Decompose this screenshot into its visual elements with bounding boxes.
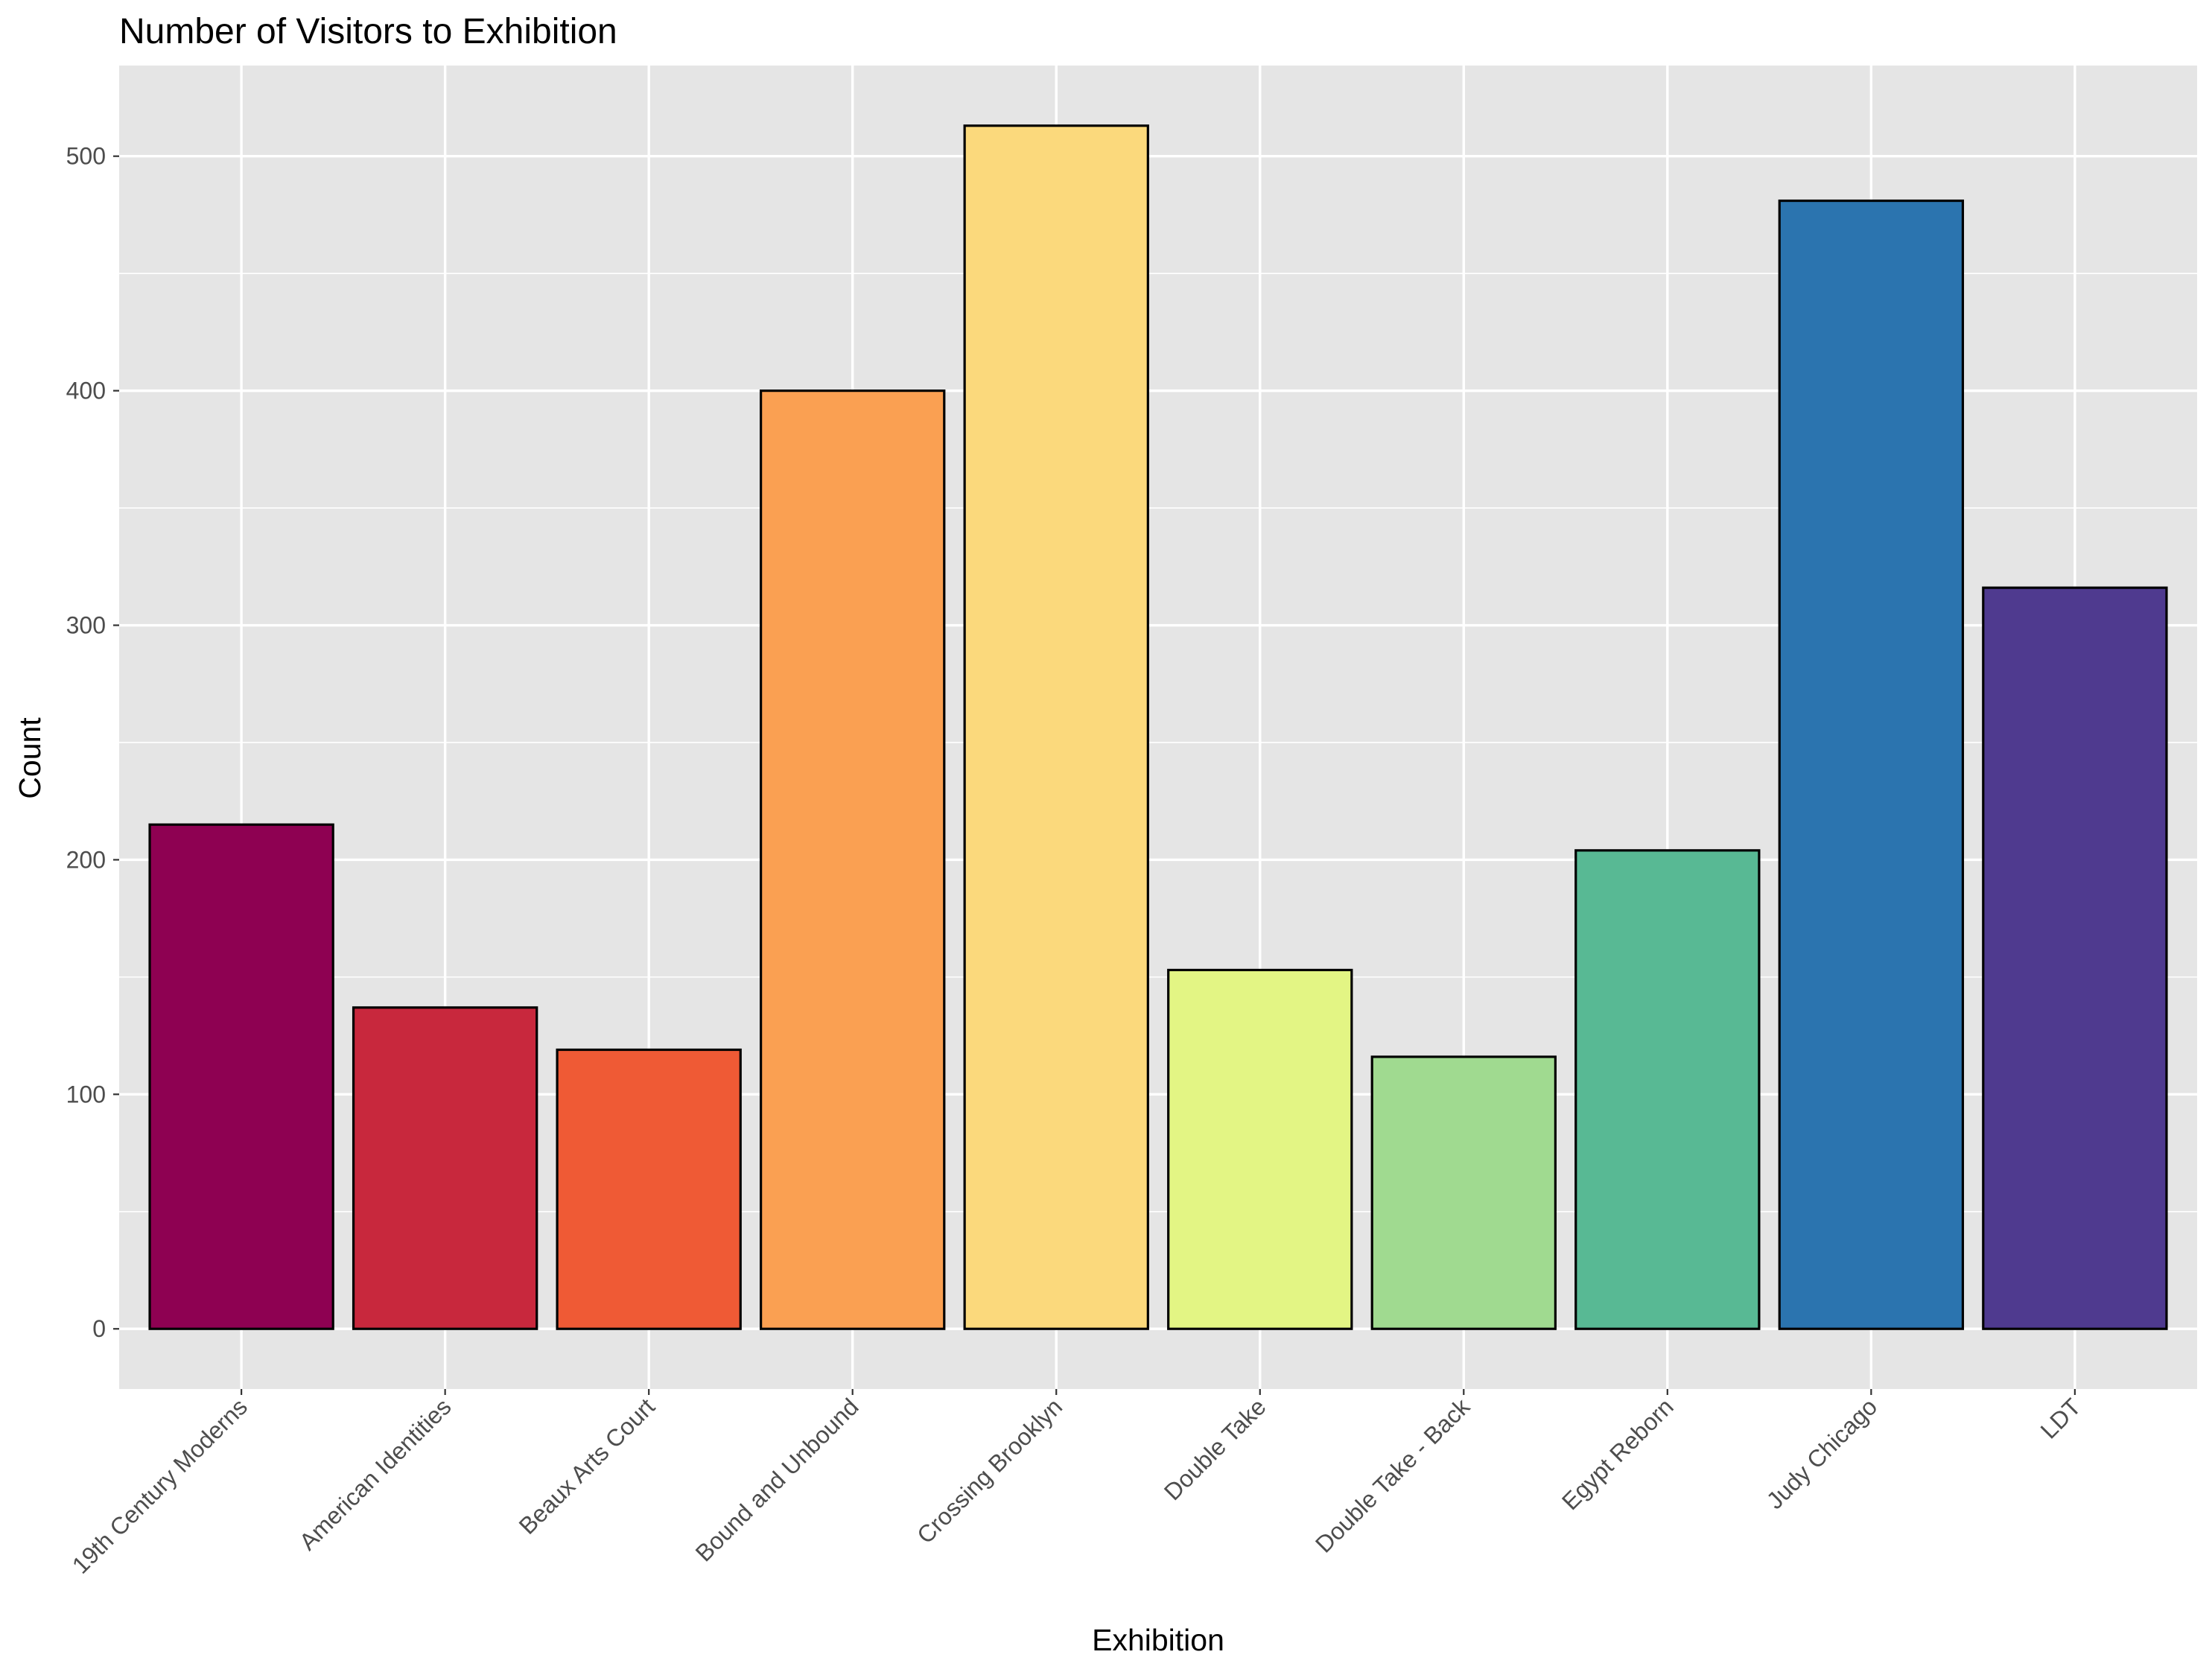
- y-tick-label: 500: [66, 143, 106, 170]
- y-axis-ticks: 0 100 200 300 400 500: [66, 143, 119, 1342]
- x-tick-label: Bound and Unbound: [690, 1393, 864, 1566]
- x-tick-label: Egypt Reborn: [1557, 1393, 1679, 1515]
- x-tick-label: LDT: [2035, 1393, 2086, 1443]
- bar: [556, 1048, 742, 1330]
- bar: [760, 390, 946, 1330]
- chart-title: Number of Visitors to Exhibition: [119, 12, 617, 51]
- y-tick-label: 400: [66, 378, 106, 404]
- x-tick-label: Judy Chicago: [1761, 1393, 1883, 1514]
- x-axis-title: Exhibition: [1092, 1623, 1224, 1657]
- bar: [1574, 849, 1761, 1330]
- x-axis-ticks: 19th Century Moderns American Identities B…: [67, 1389, 2086, 1579]
- x-tick-label: Double Take - Back: [1310, 1393, 1475, 1558]
- x-tick-label: American Identities: [294, 1393, 457, 1555]
- x-tick-label: Double Take: [1159, 1393, 1271, 1505]
- y-tick-label: 300: [66, 612, 106, 639]
- bar: [1982, 586, 2168, 1330]
- y-axis-title: Count: [13, 717, 47, 799]
- bar: [148, 823, 334, 1330]
- bar: [352, 1006, 538, 1330]
- bars: [148, 124, 2168, 1330]
- bar: [1167, 968, 1353, 1330]
- y-tick-label: 200: [66, 846, 106, 873]
- bar: [963, 124, 1149, 1330]
- x-tick-label: Beaux Arts Court: [514, 1393, 661, 1539]
- bar: [1778, 199, 1965, 1330]
- bar: [1370, 1055, 1557, 1330]
- x-tick-label: Crossing Brooklyn: [912, 1393, 1067, 1548]
- y-tick-label: 0: [92, 1315, 106, 1342]
- x-tick-label: 19th Century Moderns: [67, 1393, 252, 1578]
- y-tick-label: 100: [66, 1081, 106, 1107]
